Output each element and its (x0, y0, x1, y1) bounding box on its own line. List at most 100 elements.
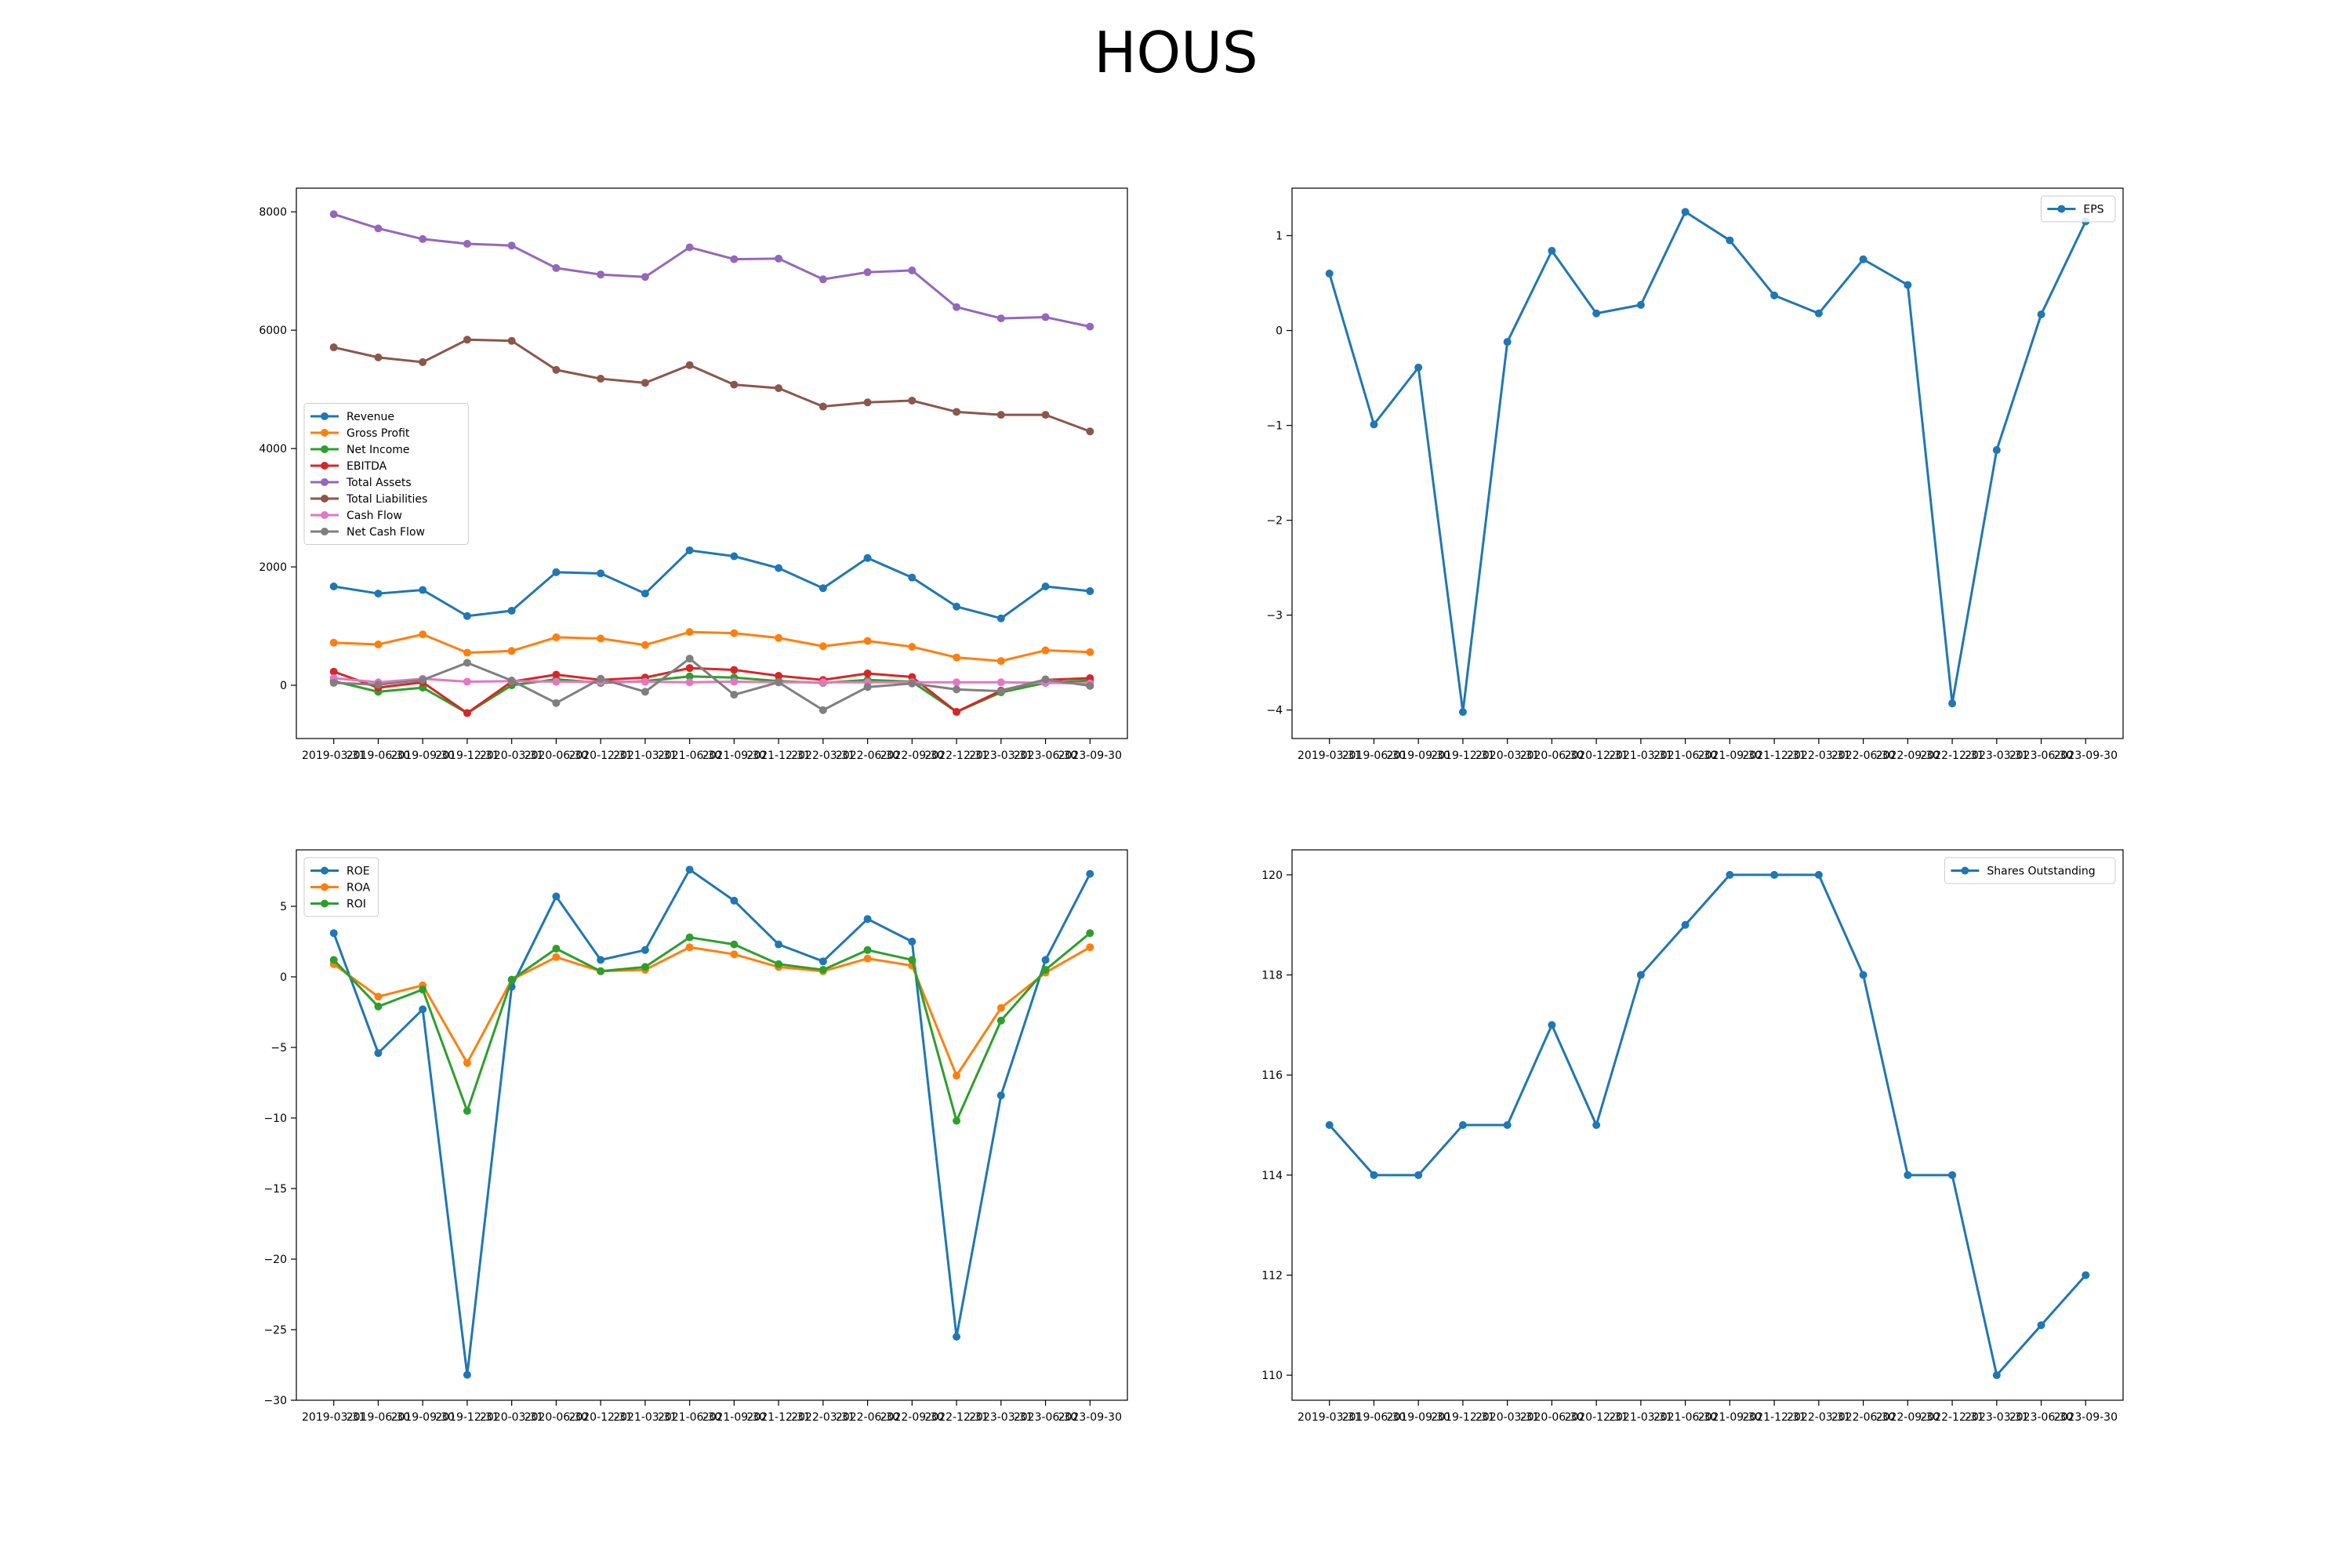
legend-swatch-marker (321, 899, 328, 908)
x-tick: 2019-09-30 (1386, 739, 1450, 762)
x-tick-label: 2019-12-31 (1431, 750, 1494, 762)
data-point (1904, 281, 1912, 289)
x-tick-label: 2022-06-30 (1831, 750, 1895, 762)
x-tick-label: 2021-12-31 (1742, 1411, 1806, 1424)
y-tick-label: −20 (263, 1254, 287, 1266)
x-tick-label: 2019-06-30 (347, 1411, 410, 1424)
legend: ROE ROA ROI (303, 857, 379, 917)
y-tick-label: −25 (263, 1324, 287, 1337)
legend-label: EBITDA (347, 460, 387, 473)
x-tick: 2021-09-30 (702, 739, 766, 762)
x-tick: 2020-06-30 (524, 739, 588, 762)
x-tick: 2020-12-31 (1564, 1400, 1628, 1424)
x-tick-label: 2020-06-30 (1520, 750, 1584, 762)
data-point (685, 243, 694, 252)
x-tick: 2022-03-31 (791, 1400, 855, 1424)
x-tick-label: 2019-03-31 (302, 750, 365, 762)
legend-entry: Cash Flow (310, 510, 402, 522)
data-point (597, 569, 605, 578)
data-point (996, 1091, 1005, 1100)
data-point (329, 343, 338, 352)
x-tick-label: 2021-09-30 (1698, 1411, 1762, 1424)
data-point (1086, 681, 1094, 690)
x-tick: 2021-12-31 (1742, 739, 1806, 762)
x-tick-label: 2022-03-31 (791, 1411, 855, 1424)
x-tick-label: 2020-03-31 (480, 750, 543, 762)
data-point (775, 678, 783, 687)
data-point (1370, 420, 1378, 429)
data-point (1636, 300, 1645, 309)
x-tick: 2023-03-31 (969, 1400, 1033, 1424)
data-point (419, 985, 427, 994)
y-tick: −1 (1266, 420, 1292, 433)
chart-financials: 020004000600080002019-03-312019-06-30201… (259, 187, 1128, 762)
data-point (641, 379, 649, 387)
x-tick: 2021-06-30 (1653, 739, 1717, 762)
data-point (996, 411, 1005, 419)
data-point (996, 1004, 1005, 1012)
data-point (730, 380, 739, 389)
series-roi (329, 929, 1094, 1125)
x-tick: 2021-12-31 (746, 739, 811, 762)
legend-label: Net Cash Flow (347, 526, 425, 539)
data-point (1548, 1021, 1556, 1029)
legend-label: Total Assets (346, 477, 412, 489)
x-tick-label: 2019-06-30 (1342, 1411, 1406, 1424)
legend-entry: ROE (310, 866, 370, 878)
data-point (685, 655, 694, 663)
data-point (1548, 246, 1556, 255)
data-point (953, 653, 961, 662)
data-point (908, 573, 916, 582)
data-point (775, 254, 783, 263)
x-tick-label: 2020-12-31 (1564, 750, 1628, 762)
y-tick-label: 0 (1276, 325, 1283, 338)
legend-swatch-marker (321, 445, 328, 454)
y-tick-label: 1 (1276, 230, 1283, 243)
data-point (463, 1370, 471, 1379)
x-tick-label: 2019-03-31 (1298, 1411, 1361, 1424)
x-tick-label: 2019-09-30 (1386, 750, 1450, 762)
data-point (641, 677, 649, 686)
data-point (1041, 966, 1050, 974)
axes-frame (296, 849, 1128, 1401)
legend-box (1944, 857, 2116, 884)
data-point (908, 679, 916, 688)
x-tick-label: 2019-09-30 (390, 750, 454, 762)
series-line (332, 932, 1091, 1123)
x-tick-label: 2023-06-30 (2009, 750, 2073, 762)
series-line (332, 868, 1091, 1377)
series-line (333, 657, 1091, 712)
data-point (1041, 583, 1050, 591)
data-point (818, 642, 827, 651)
y-tick: −5 (270, 1042, 296, 1054)
data-point (552, 945, 561, 953)
x-tick-label: 2023-09-30 (2054, 750, 2118, 762)
data-point (1814, 309, 1823, 318)
y-tick: −10 (263, 1112, 296, 1125)
series-line (333, 677, 1091, 685)
axes-frame (296, 187, 1128, 739)
data-point (863, 954, 872, 963)
axes-frame (1291, 849, 2124, 1401)
chart-eps: −4 −3 −2 −1 0 1 2019-03-312019-06-302019-09-30… (1266, 187, 2124, 762)
data-point (1992, 1371, 2001, 1380)
legend-swatch-marker (321, 429, 328, 437)
data-point (863, 683, 872, 691)
x-tick-label: 2020-06-30 (1520, 1411, 1584, 1424)
series-shares-outstanding (1325, 870, 2090, 1380)
x-tick: 2021-03-31 (613, 1400, 677, 1424)
x-tick-label: 2022-12-31 (924, 750, 988, 762)
x-tick-label: 2019-03-31 (1298, 750, 1361, 762)
data-point (996, 687, 1005, 695)
x-tick-label: 2021-06-30 (1653, 1411, 1717, 1424)
data-point (1948, 1171, 1957, 1179)
data-point (507, 241, 516, 250)
y-tick: −20 (263, 1254, 296, 1266)
data-point (685, 672, 694, 681)
data-point (908, 956, 916, 964)
series-gross-profit (329, 628, 1094, 666)
data-point (463, 709, 471, 717)
x-tick-label: 2020-12-31 (568, 1411, 632, 1424)
y-tick-label: 4000 (259, 443, 287, 456)
y-tick: 110 (1261, 1370, 1292, 1382)
